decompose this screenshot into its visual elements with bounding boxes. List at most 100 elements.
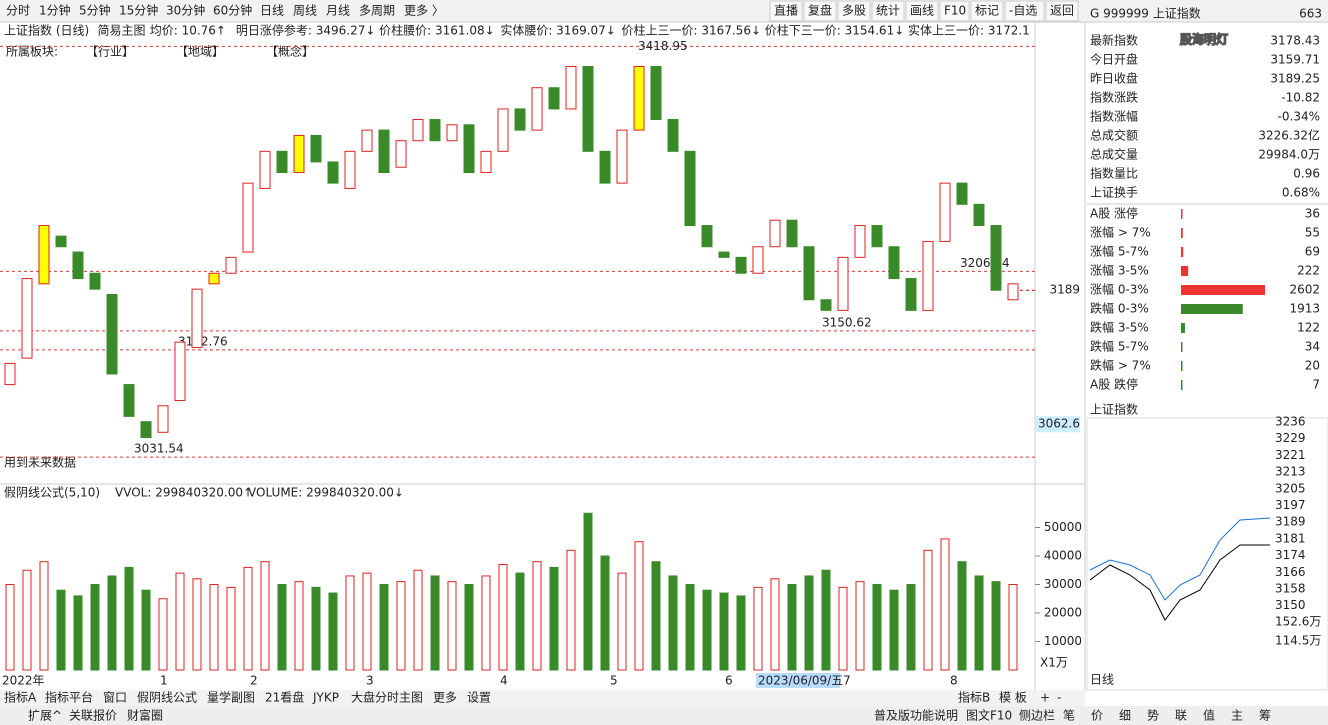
bottom-tab[interactable]: - (1057, 691, 1061, 705)
breadth-label: 跌幅 > 7% (1090, 358, 1151, 373)
watermark: 股海明灯 (1180, 32, 1228, 47)
toolbar-button-label[interactable]: F10 (944, 4, 966, 18)
bottom-tab[interactable]: 大盘分时主图 (351, 690, 423, 705)
status-item[interactable]: 扩展^ (28, 709, 62, 723)
toolbar-tab[interactable]: 分时 (6, 4, 30, 18)
toolbar-button[interactable] (837, 0, 871, 22)
status-bg (0, 706, 1328, 725)
bottom-tab[interactable]: 指标A (4, 690, 37, 705)
bottom-tab[interactable]: 指标平台 (45, 690, 93, 705)
toolbar-button-label[interactable]: 标记 (975, 4, 999, 18)
status-item[interactable]: 侧边栏 (1019, 708, 1055, 723)
toolbar-tab[interactable]: 1分钟 (39, 3, 71, 18)
toolbar-tab[interactable]: 30分钟 (166, 3, 205, 18)
status-item[interactable]: 关联报价 (69, 708, 117, 723)
status-item[interactable]: 图文F10 (966, 708, 1012, 723)
status-item[interactable]: 势 (1147, 709, 1159, 723)
status-item[interactable]: 笔 (1063, 708, 1075, 723)
toolbar-button[interactable] (970, 0, 1004, 22)
volume-bar (124, 566, 134, 671)
toolbar-button-label[interactable]: 多股 (842, 4, 866, 18)
bottom-tab[interactable]: 假阴线公式 (137, 691, 197, 705)
bottom-tab[interactable]: 21看盘 (265, 690, 304, 705)
candle (565, 66, 577, 110)
toolbar-tab[interactable]: 周线 (293, 4, 317, 18)
status-item[interactable]: 联 (1175, 709, 1187, 723)
toolbar-button-label[interactable]: 统计 (876, 4, 900, 18)
volume-bar (668, 575, 678, 671)
toolbar-button-label[interactable]: -自选 (1009, 4, 1037, 18)
bottom-tab[interactable]: 指标B (958, 690, 990, 705)
status-item[interactable]: 值 (1203, 708, 1215, 723)
mini-tick: 3150 (1275, 598, 1306, 612)
volume-bar (753, 586, 763, 671)
toolbar-button-label[interactable]: 返回 (1050, 4, 1074, 18)
mini-vol-tick: 114.5万 (1275, 634, 1321, 648)
candle (888, 246, 900, 280)
volume-bar (481, 575, 491, 671)
level-label: 3031.54 (134, 442, 184, 456)
bottom-tab[interactable]: 更多 (433, 691, 457, 705)
toolbar-button[interactable] (905, 0, 939, 22)
toolbar-tab[interactable]: 月线 (326, 4, 350, 18)
status-item[interactable]: 主 (1231, 709, 1243, 723)
toolbar-button[interactable] (871, 0, 905, 22)
volume-bar (583, 512, 593, 671)
bottom-tab[interactable]: 模 板 (999, 691, 1027, 705)
toolbar-tab[interactable]: 更多 〉 (404, 4, 444, 18)
bottom-tab[interactable]: + (1040, 691, 1050, 705)
mini-tick: 3174 (1275, 548, 1306, 562)
status-item[interactable]: 细 (1119, 709, 1131, 723)
candle (480, 150, 492, 174)
sector-item[interactable]: 【概念】 (266, 44, 314, 59)
candle (990, 225, 1002, 291)
status-item[interactable]: 筹 (1259, 709, 1271, 723)
volume-bar (634, 541, 644, 671)
toolbar-tab[interactable]: 60分钟 (213, 3, 252, 18)
volume-label: VOLUME: 299840320.00↓ (248, 486, 404, 500)
toolbar-tab[interactable]: 15分钟 (119, 3, 158, 18)
status-item[interactable]: 财富圈 (127, 708, 163, 723)
toolbar-button[interactable] (1045, 0, 1079, 22)
volume-bar (566, 549, 576, 671)
x-label: 8 (950, 674, 958, 688)
candle (786, 219, 798, 248)
volume-bar (957, 561, 967, 671)
info-item: 上证指数 (日线) (4, 23, 89, 38)
bottom-tab[interactable]: 设置 (467, 691, 491, 705)
cursor-value: 3062.6 (1038, 417, 1080, 431)
toolbar-button[interactable] (803, 0, 837, 22)
bottom-tab[interactable]: 量学副图 (207, 690, 255, 705)
sector-item[interactable]: 【地域】 (176, 45, 224, 59)
volume-bar (889, 589, 899, 671)
status-item[interactable]: 普及版功能说明 (874, 708, 958, 723)
status-item[interactable]: 价 (1091, 709, 1103, 723)
volume-bar (328, 592, 338, 671)
volume-bar (617, 572, 627, 671)
bottom-tab[interactable]: 窗口 (103, 691, 127, 705)
breadth-bar (1181, 304, 1243, 314)
info-item: 简易主图 (98, 24, 146, 38)
toolbar-button[interactable] (1004, 0, 1045, 22)
toolbar-button-label[interactable]: 直播 (774, 4, 798, 18)
toolbar-button-label[interactable]: 画线 (910, 4, 934, 18)
toolbar-tab[interactable]: 多周期 (359, 4, 395, 18)
breadth-value: 222 (1297, 264, 1320, 278)
info-item: 价柱上三一价: 3167.56↓ (621, 23, 761, 38)
sector-item: 所属板块: (6, 45, 58, 59)
toolbar-button[interactable] (769, 0, 803, 22)
volume-tick-label: 20000 (1044, 606, 1082, 620)
candle (973, 203, 985, 227)
toolbar-button-label[interactable]: 复盘 (808, 3, 832, 18)
candle (276, 150, 288, 174)
breadth-label: 跌幅 0-3% (1090, 301, 1149, 316)
candle (718, 251, 730, 258)
x-label: 5 (610, 674, 618, 688)
sector-item[interactable]: 【行业】 (86, 45, 134, 59)
bottom-tab[interactable]: JYKP (312, 691, 339, 705)
breadth-value: 7 (1312, 378, 1320, 392)
toolbar-tab[interactable]: 日线 (260, 4, 284, 18)
volume-bar (651, 561, 661, 671)
toolbar-button[interactable] (939, 0, 970, 22)
toolbar-tab[interactable]: 5分钟 (79, 3, 111, 18)
